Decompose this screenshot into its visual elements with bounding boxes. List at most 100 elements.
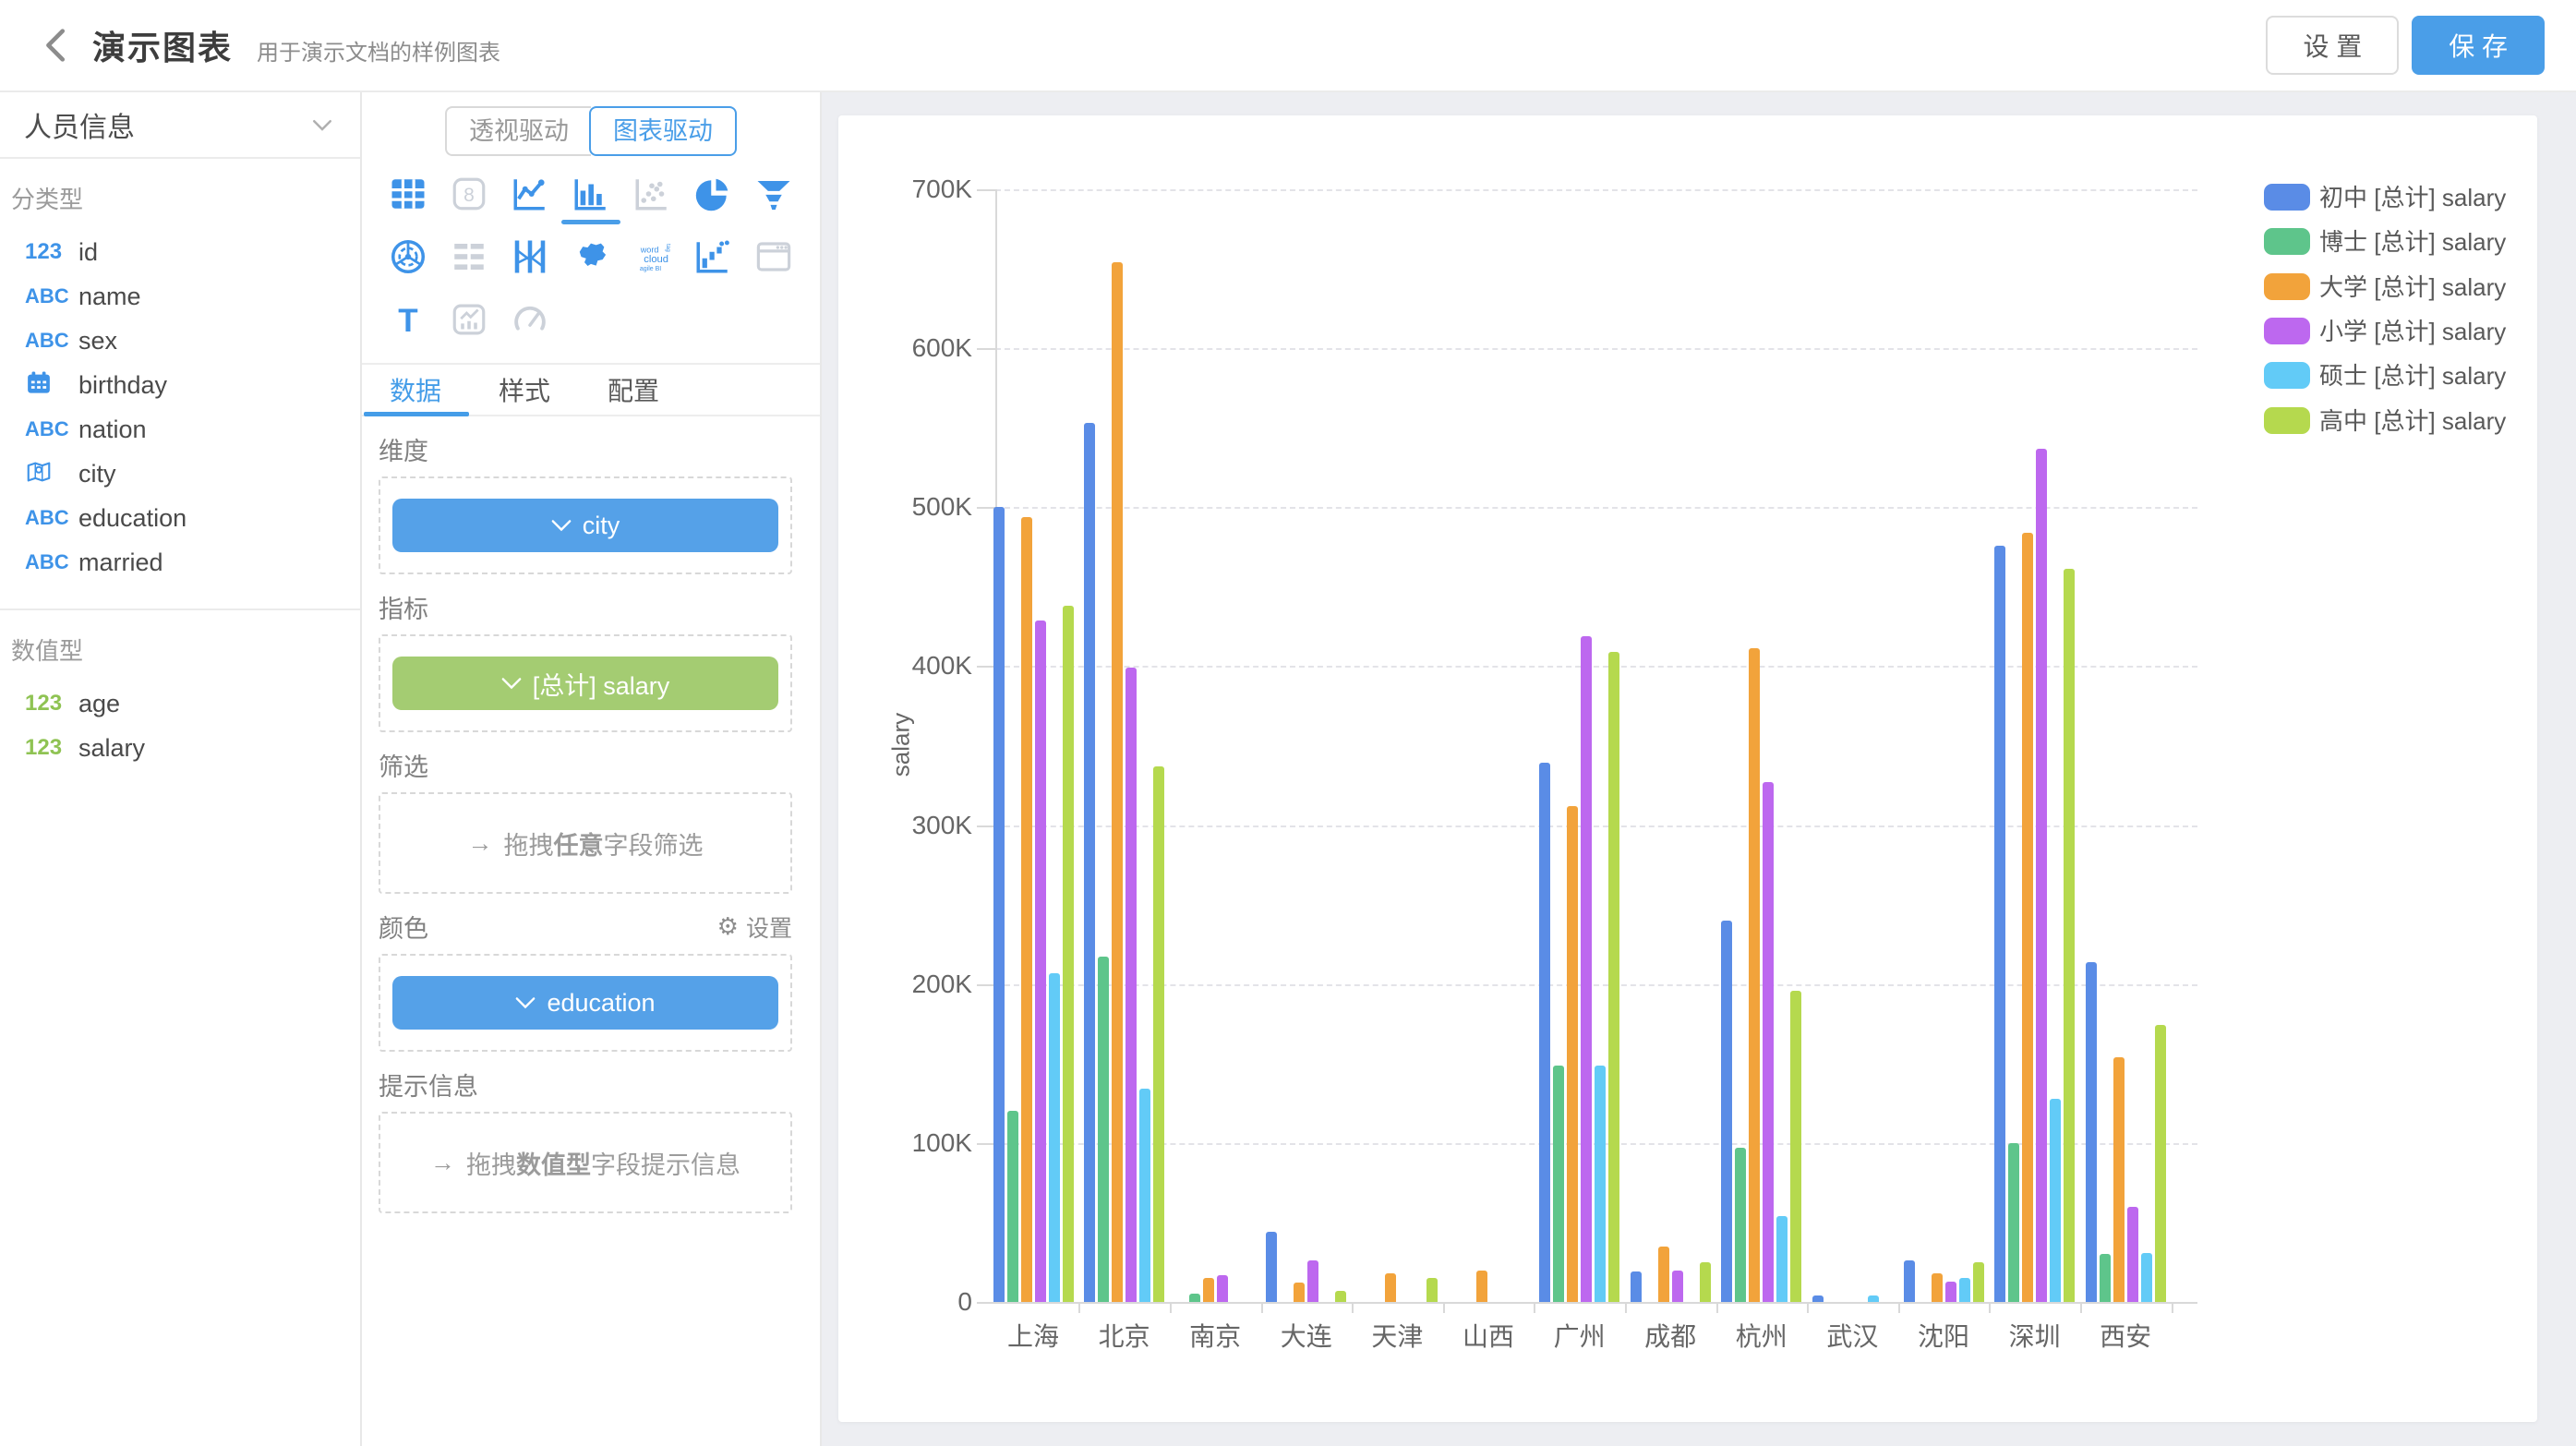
field-item-nation[interactable]: ABCnation [0,407,360,452]
field-item-married[interactable]: ABCmarried [0,540,360,584]
chart-type-table[interactable] [378,165,439,223]
bar-深圳-初中 [总计] salary[interactable] [1994,546,2005,1302]
bar-杭州-初中 [总计] salary[interactable] [1721,921,1732,1302]
chart-type-iframe[interactable] [743,228,804,285]
bar-成都-高中 [总计] salary[interactable] [1700,1262,1711,1302]
bar-大连-大学 [总计] salary[interactable] [1294,1283,1305,1302]
bar-广州-小学 [总计] salary[interactable] [1581,636,1592,1302]
bar-南京-博士 [总计] salary[interactable] [1189,1294,1200,1302]
bar-广州-初中 [总计] salary[interactable] [1539,763,1550,1302]
chart-type-line[interactable] [500,165,560,223]
bar-杭州-小学 [总计] salary[interactable] [1763,782,1774,1302]
field-item-id[interactable]: 123id [0,230,360,274]
bar-杭州-博士 [总计] salary[interactable] [1735,1148,1746,1302]
dimension-chip-city[interactable]: city [392,499,778,552]
metric-chip-salary[interactable]: [总计] salary [392,657,778,710]
legend-label[interactable]: 硕士 [总计] salary [2319,362,2506,390]
tab-style[interactable]: 样式 [499,371,550,408]
tooltip-dropbox[interactable]: → 拖拽数值型字段提示信息 [379,1112,792,1213]
color-settings-button[interactable]: ⚙ 设置 [717,910,792,944]
bar-沈阳-小学 [总计] salary[interactable] [1945,1282,1956,1302]
bar-北京-高中 [总计] salary[interactable] [1153,766,1164,1302]
filter-dropbox[interactable]: → 拖拽任意字段筛选 [379,792,792,894]
bar-南京-大学 [总计] salary[interactable] [1203,1278,1214,1302]
legend-label[interactable]: 高中 [总计] salary [2319,407,2506,435]
bar-杭州-硕士 [总计] salary[interactable] [1776,1216,1788,1302]
bar-上海-硕士 [总计] salary[interactable] [1049,973,1060,1302]
chart-type-pie[interactable] [682,165,743,223]
bar-深圳-博士 [总计] salary[interactable] [2008,1143,2019,1302]
bar-北京-博士 [总计] salary[interactable] [1098,957,1109,1302]
bar-成都-初中 [总计] salary[interactable] [1631,1271,1642,1302]
bar-深圳-高中 [总计] salary[interactable] [2064,569,2075,1302]
field-item-age[interactable]: 123age [0,681,360,726]
legend-label[interactable]: 博士 [总计] salary [2319,228,2506,256]
tab-pivot-driven[interactable]: 透视驱动 [445,106,591,156]
bar-大连-初中 [总计] salary[interactable] [1266,1232,1277,1302]
bar-深圳-硕士 [总计] salary[interactable] [2050,1099,2061,1302]
tab-settings[interactable]: 配置 [608,371,659,408]
chart-type-gauge[interactable] [500,291,560,348]
field-item-name[interactable]: ABCname [0,274,360,319]
bar-西安-博士 [总计] salary[interactable] [2100,1254,2111,1302]
bar-武汉-硕士 [总计] salary[interactable] [1868,1295,1879,1302]
legend-label[interactable]: 小学 [总计] salary [2319,318,2506,345]
bar-北京-硕士 [总计] salary[interactable] [1139,1089,1150,1302]
legend-label[interactable]: 初中 [总计] salary [2319,184,2506,211]
legend-swatch[interactable] [2264,362,2310,389]
bar-广州-硕士 [总计] salary[interactable] [1595,1066,1606,1302]
bar-成都-大学 [总计] salary[interactable] [1658,1247,1669,1302]
bar-武汉-初中 [总计] salary[interactable] [1812,1295,1824,1302]
color-chip-education[interactable]: education [392,976,778,1030]
bar-大连-高中 [总计] salary[interactable] [1335,1291,1346,1302]
bar-广州-高中 [总计] salary[interactable] [1608,652,1619,1302]
bar-北京-初中 [总计] salary[interactable] [1084,423,1095,1302]
chart-type-bar[interactable] [560,165,621,223]
settings-button[interactable]: 设 置 [2266,16,2399,75]
tab-data[interactable]: 数据 [390,371,441,408]
chart-type-gantt[interactable] [439,228,500,285]
chart-type-radar[interactable] [378,228,439,285]
tab-chart-driven[interactable]: 图表驱动 [589,106,737,156]
legend-swatch[interactable] [2264,184,2310,211]
bar-大连-小学 [总计] salary[interactable] [1307,1260,1318,1302]
bar-上海-博士 [总计] salary[interactable] [1007,1111,1018,1302]
bar-广州-大学 [总计] salary[interactable] [1567,806,1578,1302]
bar-天津-大学 [总计] salary[interactable] [1385,1273,1396,1302]
bar-山西-大学 [总计] salary[interactable] [1476,1271,1487,1302]
bar-西安-大学 [总计] salary[interactable] [2113,1057,2125,1302]
bar-南京-小学 [总计] salary[interactable] [1217,1275,1228,1302]
field-item-sex[interactable]: ABCsex [0,319,360,363]
bar-广州-博士 [总计] salary[interactable] [1553,1066,1564,1302]
bar-杭州-大学 [总计] salary[interactable] [1749,648,1760,1302]
legend-swatch[interactable] [2264,228,2310,255]
field-item-salary[interactable]: 123salary [0,726,360,770]
bar-西安-高中 [总计] salary[interactable] [2155,1025,2166,1302]
chart-type-indicator-card[interactable]: 8 [439,165,500,223]
chart-type-china-map[interactable] [560,228,621,285]
legend-swatch[interactable] [2264,407,2310,434]
save-button[interactable]: 保 存 [2412,16,2545,75]
dataset-selector[interactable]: 人员信息 [0,92,360,159]
bar-深圳-小学 [总计] salary[interactable] [2036,449,2047,1302]
bar-上海-高中 [总计] salary[interactable] [1063,606,1074,1302]
bar-沈阳-高中 [总计] salary[interactable] [1973,1262,1984,1302]
bar-上海-大学 [总计] salary[interactable] [1021,517,1032,1302]
bar-深圳-大学 [总计] salary[interactable] [2022,533,2033,1302]
chart-type-funnel[interactable] [743,165,804,223]
color-dropbox[interactable]: education [379,954,792,1052]
legend-label[interactable]: 大学 [总计] salary [2319,273,2506,301]
legend-swatch[interactable] [2264,273,2310,300]
bar-北京-大学 [总计] salary[interactable] [1112,262,1123,1302]
chart-type-waterfall[interactable] [682,228,743,285]
bar-北京-小学 [总计] salary[interactable] [1125,668,1137,1302]
chart-type-trend-card[interactable] [439,291,500,348]
bar-杭州-高中 [总计] salary[interactable] [1790,991,1801,1302]
bar-天津-高中 [总计] salary[interactable] [1426,1278,1438,1302]
bar-西安-硕士 [总计] salary[interactable] [2141,1253,2152,1302]
bar-沈阳-硕士 [总计] salary[interactable] [1959,1278,1970,1302]
chart-type-word-cloud[interactable]: wordcloudagile BItag [621,228,682,285]
field-item-birthday[interactable]: birthday [0,363,360,407]
bar-沈阳-初中 [总计] salary[interactable] [1904,1260,1915,1302]
bar-成都-小学 [总计] salary[interactable] [1672,1271,1683,1302]
